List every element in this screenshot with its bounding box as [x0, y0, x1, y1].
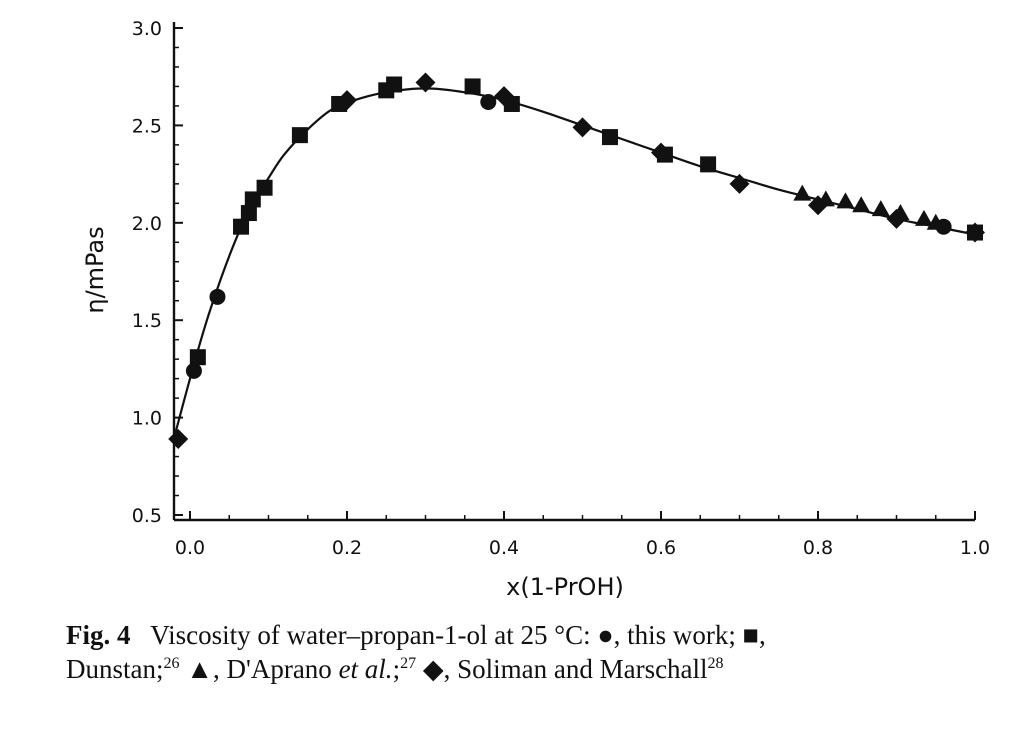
marker-circle	[185, 362, 202, 379]
marker-circle	[480, 94, 497, 111]
marker-square	[233, 218, 250, 235]
caption-text: Viscosity of water–propan-1-ol at 25 °C:…	[150, 620, 766, 650]
y-tick-label: 2.0	[132, 213, 162, 235]
marker-triangle	[793, 184, 812, 201]
marker-diamond	[415, 72, 436, 93]
y-tick-label: 2.5	[132, 115, 162, 137]
ref-27: 27	[400, 655, 417, 672]
marker-square	[386, 76, 403, 93]
marker-square	[256, 179, 273, 196]
caption-text-dunstan: Dunstan;	[66, 654, 164, 684]
chart: 0.5 1.0 1.5 2.0 2.5 3.0 0.0 0.2 0.4 0.6 0.8 1.0 η/m…	[81, 18, 990, 601]
marker-diamond	[965, 222, 985, 243]
x-tick-label: 0.2	[332, 537, 362, 559]
y-tick-label: 1.0	[132, 408, 162, 430]
y-tick-label: 0.5	[132, 505, 162, 527]
marker-triangle	[836, 192, 855, 209]
x-tick-label: 0.6	[646, 537, 676, 559]
figure-number: Fig. 4	[66, 620, 131, 650]
data-markers	[168, 72, 985, 450]
marker-diamond	[168, 429, 189, 450]
caption-et-al: et al.	[338, 654, 393, 684]
axes: 0.5 1.0 1.5 2.0 2.5 3.0 0.0 0.2 0.4 0.6 0.8 1.0	[132, 18, 990, 559]
y-tick-label: 3.0	[132, 18, 162, 40]
marker-square	[601, 129, 618, 146]
marker-diamond	[337, 90, 357, 111]
marker-diamond	[494, 86, 514, 107]
marker-diamond	[808, 195, 828, 216]
x-tick-label: 0.4	[489, 537, 519, 559]
marker-diamond	[729, 173, 750, 194]
marker-triangle	[914, 209, 933, 226]
y-tick-label: 1.5	[132, 310, 162, 332]
figure-caption: Fig. 4 Viscosity of water–propan-1-ol at…	[66, 618, 1006, 686]
marker-triangle	[926, 213, 945, 230]
marker-diamond	[886, 208, 907, 229]
marker-square	[291, 127, 308, 144]
marker-triangle	[871, 200, 890, 217]
marker-square	[189, 349, 206, 366]
marker-square	[700, 156, 717, 173]
marker-square	[240, 205, 257, 222]
x-tick-label: 0.8	[803, 537, 833, 559]
caption-text-daprano: ▲, D'Aprano	[186, 654, 332, 684]
y-axis-title: η/mPas	[81, 226, 109, 313]
caption-semicolon: ;	[392, 654, 401, 684]
ref-26: 26	[163, 655, 180, 672]
marker-diamond	[651, 142, 671, 163]
x-axis-title: x(1-PrOH)	[506, 573, 624, 601]
ref-28: 28	[707, 655, 724, 672]
marker-triangle	[852, 196, 871, 213]
marker-circle	[209, 288, 226, 305]
caption-text-soliman: ◆, Soliman and Marschall	[422, 654, 708, 684]
x-tick-label: 0.0	[175, 537, 205, 559]
marker-diamond	[572, 117, 593, 138]
marker-square	[464, 78, 481, 95]
x-tick-label: 1.0	[960, 537, 990, 559]
